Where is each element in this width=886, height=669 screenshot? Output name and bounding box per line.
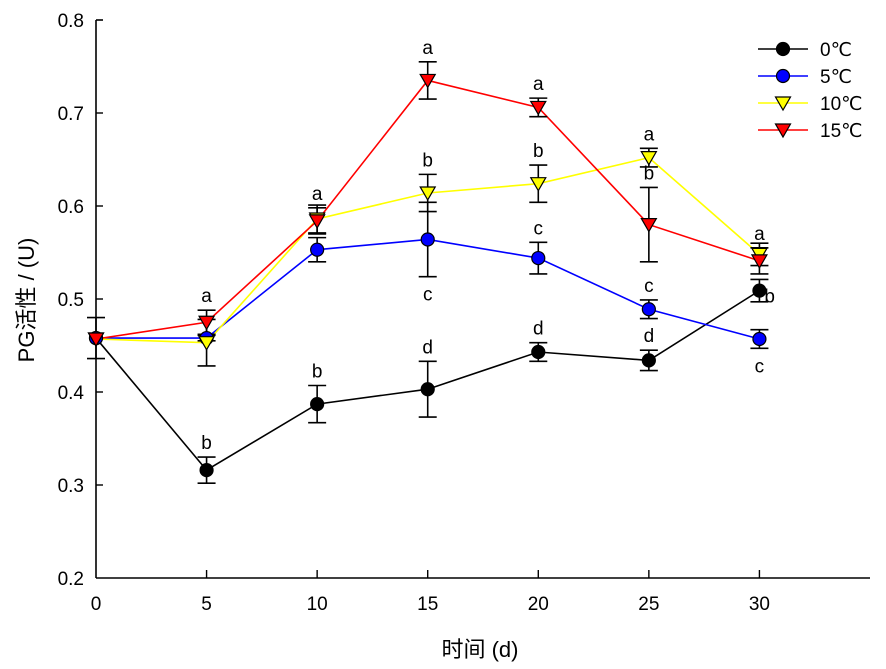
x-tick-label: 0 [91, 594, 102, 615]
significance-letter: c [644, 276, 654, 297]
x-tick-label: 25 [638, 594, 659, 615]
x-tick-label: 15 [417, 594, 438, 615]
data-point [420, 382, 435, 397]
y-axis-label: PG活性 / (U) [14, 238, 39, 363]
y-tick-label: 0.4 [58, 383, 85, 404]
data-point [641, 353, 656, 368]
x-tick-label: 30 [749, 594, 770, 615]
significance-letter: d [644, 326, 655, 347]
data-point [640, 151, 658, 166]
y-tick-label: 0.2 [58, 569, 84, 590]
data-point [641, 302, 656, 317]
significance-letter: a [312, 184, 323, 205]
data-point [308, 214, 326, 230]
data-point [419, 186, 437, 202]
significance-letter: c [534, 218, 544, 239]
y-ticks: 0.2 0.3 0.4 0.5 0.6 0.7 0.8 [58, 11, 103, 590]
legend-label: 0℃ [820, 40, 852, 61]
significance-letter: b [201, 433, 212, 454]
x-tick-label: 20 [528, 594, 549, 615]
significance-letter: b [764, 287, 775, 308]
legend-item: 5℃ [758, 67, 852, 88]
significance-letter: b [533, 141, 544, 162]
x-tick-label: 5 [201, 594, 212, 615]
significance-letter: b [312, 361, 323, 382]
y-tick-label: 0.5 [58, 290, 84, 311]
significance-letter: a [422, 38, 433, 59]
data-markers [87, 73, 768, 478]
legend-label: 10℃ [820, 94, 862, 115]
data-point [750, 254, 768, 270]
significance-letter: b [644, 163, 655, 184]
y-tick-label: 0.7 [58, 104, 84, 125]
legend-item: 0℃ [758, 40, 852, 61]
significance-letter: d [422, 337, 433, 358]
legend-label: 5℃ [820, 67, 852, 88]
significance-letter: c [755, 356, 765, 377]
data-point [420, 232, 435, 247]
significance-letter: a [201, 286, 212, 307]
legend-marker [775, 41, 791, 57]
significance-letter: a [644, 124, 655, 145]
legend-marker [774, 123, 792, 139]
error-bars [87, 61, 769, 484]
y-tick-label: 0.3 [58, 476, 84, 497]
legend-item: 15℃ [758, 121, 862, 142]
x-axis-label: 时间 (d) [441, 637, 518, 662]
legend: 0℃ 5℃ 10℃ 15℃ [758, 40, 862, 142]
data-point [310, 396, 325, 412]
axes: 0.2 0.3 0.4 0.5 0.6 0.7 0.8 0 5 10 15 20 25 30 [58, 11, 870, 615]
data-point [310, 242, 325, 257]
data-point [531, 250, 546, 266]
y-tick-label: 0.6 [58, 197, 84, 218]
data-point [640, 218, 658, 233]
data-point [529, 177, 547, 192]
data-point [199, 463, 214, 478]
data-point [198, 315, 216, 331]
significance-letter: b [422, 150, 433, 171]
y-tick-label: 0.8 [58, 11, 84, 32]
significance-letter: a [533, 74, 544, 95]
significance-letter: c [423, 285, 433, 306]
data-point [198, 336, 216, 351]
significance-letter: d [533, 319, 544, 340]
data-point [529, 100, 547, 116]
data-point [752, 283, 767, 298]
significance-letter: a [754, 224, 765, 245]
legend-marker [775, 68, 791, 84]
legend-marker [774, 96, 792, 112]
x-ticks: 0 5 10 15 20 25 30 [91, 570, 770, 615]
data-point [87, 332, 105, 348]
data-point [752, 331, 767, 347]
data-point [531, 344, 546, 360]
data-point [419, 73, 437, 89]
legend-item: 10℃ [758, 94, 862, 115]
x-tick-label: 10 [307, 594, 328, 615]
legend-label: 15℃ [820, 121, 862, 142]
